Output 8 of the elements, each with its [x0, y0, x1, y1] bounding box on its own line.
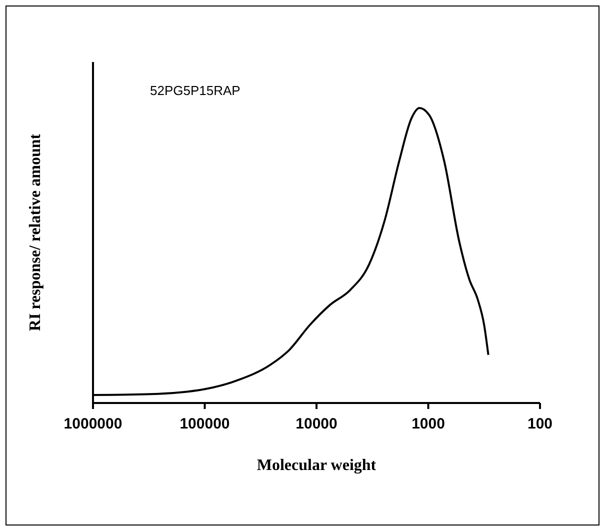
x-tick-label: 1000000 — [64, 416, 122, 432]
x-tick-label: 1000 — [412, 416, 445, 432]
x-tick-label: 10000 — [296, 416, 338, 432]
x-axis-title: Molecular weight — [256, 457, 377, 474]
y-axis-title: RI response/ relative amount — [27, 133, 44, 332]
x-tick-label: 100000 — [180, 416, 230, 432]
text: 52PG5P15RAP — [150, 83, 240, 98]
x-tick-label: 100 — [527, 416, 553, 432]
